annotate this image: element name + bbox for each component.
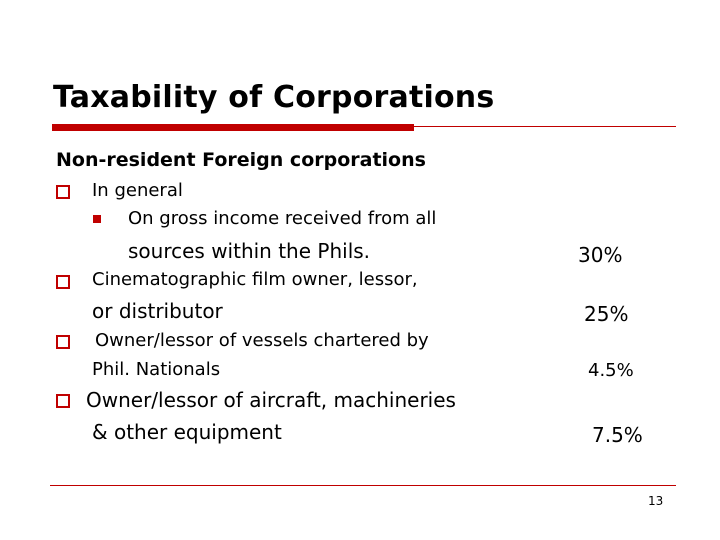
item-4-line-2: & other equipment (92, 420, 282, 444)
section-heading: Non-resident Foreign corporations (56, 149, 426, 171)
item-3-line-1: Owner/lessor of vessels chartered by (95, 330, 429, 351)
item-2-line-1: Cinematographic film owner, lessor, (92, 269, 418, 290)
footer-divider (50, 485, 676, 486)
hollow-square-bullet-icon (56, 275, 70, 289)
item-1-heading: In general (92, 180, 183, 201)
item-3-line-2: Phil. Nationals (92, 359, 221, 380)
item-1-sub-line-1: On gross income received from all (128, 208, 437, 229)
item-2-line-2: or distributor (92, 299, 223, 323)
item-3-rate: 4.5% (588, 360, 634, 381)
title-underline-thin (414, 126, 676, 127)
title-underline-thick (52, 124, 414, 131)
item-1-sub-line-2: sources within the Phils. (128, 239, 371, 263)
hollow-square-bullet-icon (56, 394, 70, 408)
hollow-square-bullet-icon (56, 185, 70, 199)
item-2-rate: 25% (584, 302, 629, 326)
item-4-rate: 7.5% (592, 423, 643, 447)
item-4-line-1: Owner/lessor of aircraft, machineries (86, 388, 456, 412)
hollow-square-bullet-icon (56, 335, 70, 349)
filled-square-bullet-icon (93, 215, 101, 223)
page-number: 13 (648, 494, 664, 508)
item-1-rate: 30% (578, 243, 623, 267)
slide-title: Taxability of Corporations (53, 80, 495, 115)
